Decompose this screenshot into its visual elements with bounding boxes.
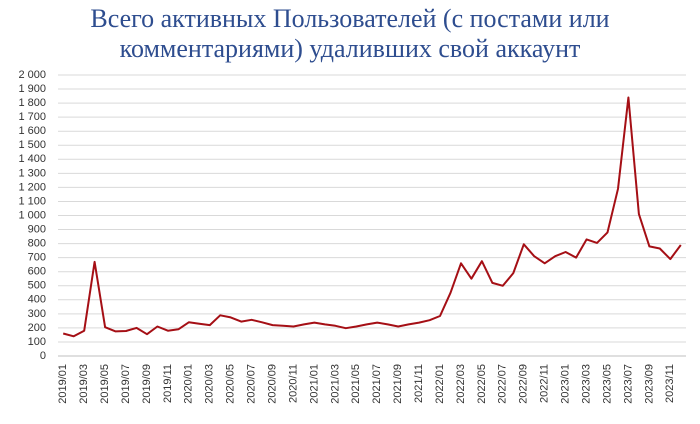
x-tick-label: 2021/03 xyxy=(329,364,341,404)
x-tick-label: 2020/01 xyxy=(183,364,195,404)
y-tick-label: 1 600 xyxy=(18,125,46,137)
x-tick-label: 2019/03 xyxy=(78,364,90,404)
x-tick-label: 2020/11 xyxy=(287,364,299,403)
y-tick-label: 1 900 xyxy=(18,83,46,95)
y-tick-label: 1 800 xyxy=(18,97,46,109)
y-tick-label: 1 200 xyxy=(18,181,46,193)
y-tick-label: 0 xyxy=(40,350,46,362)
title-line: комментариями) удаливших свой аккаунт xyxy=(119,34,581,63)
x-tick-label: 2021/05 xyxy=(350,364,362,404)
x-tick-label: 2019/05 xyxy=(99,364,111,404)
x-tick-label: 2023/01 xyxy=(560,364,572,404)
x-tick-label: 2022/07 xyxy=(497,364,509,404)
y-tick-label: 1 400 xyxy=(18,153,46,165)
x-tick-label: 2020/07 xyxy=(246,364,258,404)
data-line xyxy=(62,96,682,338)
x-tick-label: 2022/05 xyxy=(476,364,488,404)
x-tick-label: 2022/11 xyxy=(539,364,551,403)
x-tick-label: 2023/09 xyxy=(643,364,655,404)
y-tick-label: 2 000 xyxy=(18,69,46,81)
y-tick-label: 300 xyxy=(28,308,46,320)
y-tick-label: 200 xyxy=(28,322,46,334)
x-tick-label: 2021/11 xyxy=(413,364,425,403)
x-tick-label: 2019/07 xyxy=(120,364,132,404)
x-tick-label: 2023/05 xyxy=(601,364,613,404)
y-tick-label: 1 700 xyxy=(18,111,46,123)
x-tick-label: 2019/11 xyxy=(162,364,174,403)
x-tick-label: 2023/11 xyxy=(664,364,676,403)
y-tick-label: 800 xyxy=(28,238,46,250)
x-tick-label: 2021/01 xyxy=(308,364,320,404)
x-tick-label: 2022/09 xyxy=(518,364,530,404)
y-tick-label: 1 300 xyxy=(18,167,46,179)
x-tick-label: 2020/05 xyxy=(225,364,237,404)
title-line: Всего активных Пользователей (с постами … xyxy=(90,4,610,33)
x-tick-label: 2022/01 xyxy=(434,364,446,404)
y-tick-label: 500 xyxy=(28,280,46,292)
x-tick-label: 2020/03 xyxy=(204,364,216,404)
x-tick-label: 2019/01 xyxy=(57,364,69,404)
y-tick-label: 400 xyxy=(28,294,46,306)
x-tick-label: 2021/09 xyxy=(392,364,404,404)
y-tick-label: 700 xyxy=(28,252,46,264)
chart-title: Всего активных Пользователей (с постами … xyxy=(0,4,700,64)
x-tick-label: 2023/03 xyxy=(580,364,592,404)
x-tick-label: 2020/09 xyxy=(266,364,278,404)
y-tick-label: 1 500 xyxy=(18,139,46,151)
y-tick-label: 900 xyxy=(28,223,46,235)
y-tick-label: 1 000 xyxy=(18,209,46,221)
y-tick-label: 100 xyxy=(28,336,46,348)
x-tick-label: 2022/03 xyxy=(455,364,467,404)
x-tick-label: 2023/07 xyxy=(622,364,634,404)
x-tick-label: 2021/07 xyxy=(371,364,383,404)
y-tick-label: 600 xyxy=(28,266,46,278)
y-tick-label: 1 100 xyxy=(18,195,46,207)
x-tick-label: 2019/09 xyxy=(141,364,153,404)
